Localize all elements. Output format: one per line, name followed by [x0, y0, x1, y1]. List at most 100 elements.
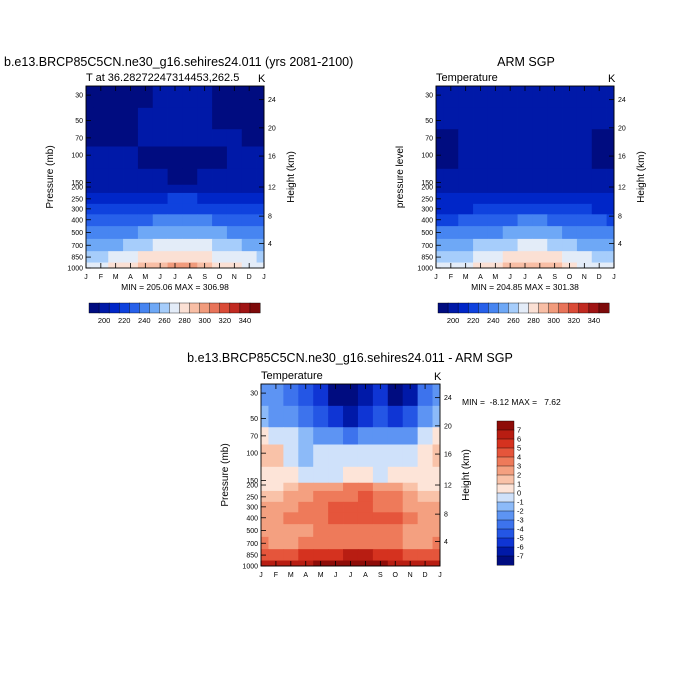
model-cell — [226, 184, 243, 194]
colorbar-swatch — [179, 302, 191, 314]
model-cell — [212, 168, 228, 186]
obs-ytick-label: 100 — [421, 153, 433, 160]
model-cell — [152, 238, 168, 252]
obs-cell — [606, 262, 615, 269]
obs-cell — [606, 168, 615, 186]
diff-cell — [402, 466, 419, 484]
diff-cell — [357, 536, 374, 550]
obs-ytick-label: 1000 — [417, 266, 433, 273]
model-cell — [137, 226, 154, 240]
obs-xtick-label: M — [492, 274, 498, 281]
obs-cell — [562, 129, 578, 147]
model-cell — [197, 226, 213, 240]
diff-cell — [298, 384, 314, 407]
model-cell — [167, 214, 183, 227]
diff-xtick-label: D — [423, 572, 428, 579]
model-cell — [212, 146, 228, 170]
obs-xtick-label: A — [478, 274, 483, 281]
obs-cell — [502, 226, 518, 240]
obs-cell — [458, 203, 474, 215]
model-cell — [241, 86, 257, 109]
model-cell — [137, 168, 154, 186]
colorbar-swatch — [229, 302, 241, 314]
colorbar-swatch — [98, 302, 110, 314]
diff-cell — [432, 512, 441, 525]
obs-cell — [487, 168, 504, 186]
model-cell — [137, 86, 154, 109]
diff-ylabel-right: Height (km) — [461, 449, 472, 501]
colorbar-swatch — [249, 302, 261, 314]
obs-cell — [517, 107, 533, 130]
diff-cell — [432, 384, 441, 407]
diff-cell — [372, 427, 389, 445]
colorbar-label: 260 — [507, 316, 520, 325]
obs-cell — [532, 226, 548, 240]
model-cell — [256, 238, 265, 252]
diff-cell — [417, 384, 433, 407]
model-cell — [197, 238, 213, 252]
obs-cell — [458, 168, 474, 186]
diff-cell — [402, 427, 419, 445]
obs-cell — [487, 129, 504, 147]
model-cell — [256, 192, 265, 205]
diff-cell — [268, 501, 284, 513]
model-cell — [152, 251, 168, 263]
model-cell — [256, 203, 265, 215]
obs-cell — [502, 107, 518, 130]
diff-ytick-label: 150 — [246, 478, 258, 485]
obs-colorbar: 200 220 240 260 280 300 320 340 — [437, 302, 610, 325]
model-cell — [93, 168, 109, 186]
diff-cell — [387, 524, 404, 538]
diff-cell — [372, 384, 389, 407]
model-cell — [197, 146, 213, 170]
diff-cell — [268, 490, 284, 503]
obs-cell — [443, 146, 459, 170]
model-cell — [108, 192, 124, 205]
obs-ylabel: pressure level — [395, 146, 406, 208]
model-cell — [226, 238, 243, 252]
obs-cell — [547, 214, 563, 227]
model-cell — [226, 107, 243, 130]
obs-cell — [547, 129, 563, 147]
obs-cell — [517, 168, 533, 186]
diff-cell — [387, 482, 404, 492]
model-cell — [212, 184, 228, 194]
obs-cell — [591, 86, 607, 109]
obs-xtick-label: D — [597, 274, 602, 281]
model-cell — [123, 86, 139, 109]
diff-ytick-label: 70 — [250, 433, 258, 440]
diff-htick-label: 8 — [444, 512, 448, 519]
obs-ytick-label: 300 — [421, 206, 433, 213]
colorbar-swatch — [457, 302, 469, 314]
diff-cell — [417, 501, 433, 513]
model-cell — [152, 168, 168, 186]
obs-cell — [458, 184, 474, 194]
diff-ytick-label: 700 — [246, 541, 258, 548]
diff-cell — [283, 501, 299, 513]
obs-ytick-label: 700 — [421, 243, 433, 250]
model-cell — [197, 214, 213, 227]
obs-ytick-label: 70 — [425, 135, 433, 142]
obs-cell — [487, 238, 504, 252]
obs-cell — [606, 86, 615, 109]
model-ytick-label: 150 — [71, 180, 83, 187]
obs-cell — [517, 226, 533, 240]
model-cell — [212, 86, 228, 109]
diff-cell — [357, 466, 374, 484]
diff-cell — [313, 524, 329, 538]
model-cell — [197, 86, 213, 109]
obs-cell — [473, 107, 489, 130]
model-cell — [152, 192, 168, 205]
diff-cell — [298, 482, 314, 492]
model-cell — [167, 107, 183, 130]
model-ytick-label: 100 — [71, 153, 83, 160]
diff-cell — [298, 444, 314, 468]
diff-cell — [268, 427, 284, 445]
obs-ytick-label: 400 — [421, 217, 433, 224]
diff-xtick-label: J — [334, 572, 338, 579]
model-cell — [182, 214, 198, 227]
diff-cell — [402, 501, 419, 513]
diff-cell — [343, 536, 359, 550]
obs-ytick-label: 850 — [421, 255, 433, 262]
obs-cell — [591, 184, 607, 194]
